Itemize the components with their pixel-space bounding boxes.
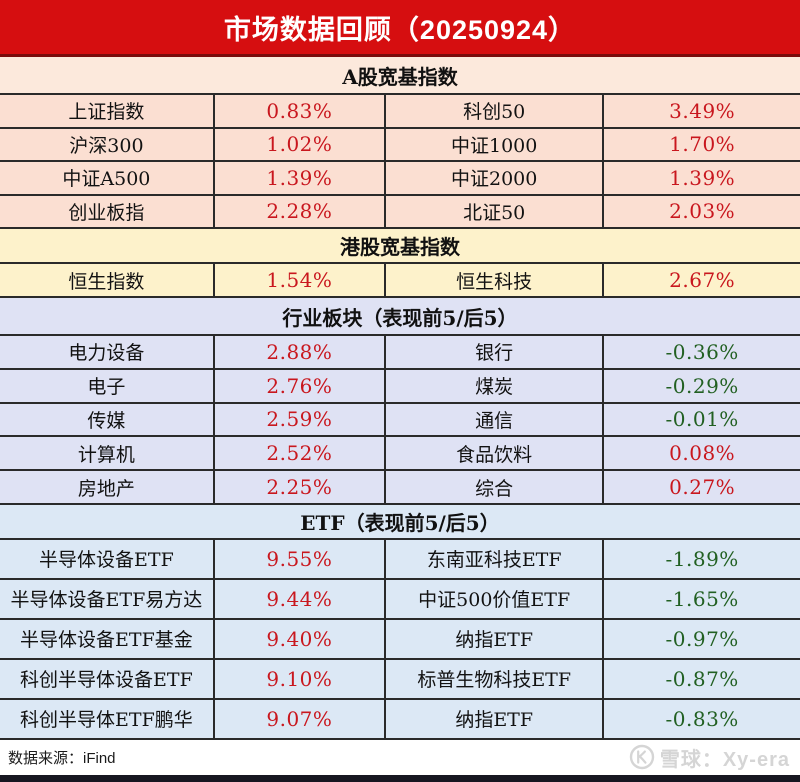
table-row: 半导体设备ETF基金 9.40% 纳指ETF -0.97% (0, 617, 800, 658)
name-cell: 食品饮料 (383, 437, 602, 470)
name-cell: 半导体设备ETF基金 (20, 629, 193, 652)
table-row: 恒生指数 1.54% 恒生科技 2.67% (0, 262, 800, 296)
name-cell: 纳指ETF (383, 699, 602, 738)
section-etf: ETF（表现前5/后5） 半导体设备ETF 9.55% 东南亚科技ETF -1.89% 半… (0, 502, 800, 738)
change-value-cell: 9.55% (212, 539, 384, 578)
table-row: 创业板指 2.28% 北证50 2.03% (0, 193, 800, 227)
change-value-cell: -0.87% (602, 659, 800, 698)
name-cell: 创业板指 (68, 201, 145, 224)
name-cell: 电力设备 (68, 342, 145, 365)
section-hk: 港股宽基指数恒生指数 1.54% 恒生科技 2.67% (0, 227, 800, 296)
change-value-cell: 2.59% (212, 403, 384, 436)
name-cell: 房地产 (77, 477, 135, 500)
table-row: 房地产 2.25% 综合 0.27% (0, 469, 800, 503)
name-cell: 沪深300 (69, 134, 144, 157)
change-value-cell: -0.29% (602, 369, 800, 402)
change-value-cell: 1.02% (212, 128, 384, 160)
table-row: 电子 2.76% 煤炭 -0.29% (0, 367, 800, 402)
name-cell: 上证指数 (68, 101, 145, 124)
name-cell: 中证A500 (62, 168, 151, 191)
name-cell: 电子 (87, 376, 126, 399)
section-header-etf: ETF（表现前5/后5） (0, 502, 800, 538)
table-row: 沪深300 1.02% 中证1000 1.70% (0, 126, 800, 160)
name-cell: 恒生科技 (383, 264, 602, 296)
change-value-cell: -0.01% (602, 403, 800, 436)
change-value-cell: 2.25% (212, 471, 384, 503)
change-value-cell: 1.70% (602, 128, 800, 160)
change-value-cell: 9.10% (212, 659, 384, 698)
change-value-cell: 9.07% (212, 699, 384, 738)
xueqiu-snowball-icon (629, 745, 655, 770)
table-row: 半导体设备ETF 9.55% 东南亚科技ETF -1.89% (0, 537, 800, 578)
data-source-label: 数据来源：iFind (8, 749, 116, 767)
bottom-bar (0, 774, 800, 782)
name-cell: 中证2000 (383, 162, 602, 194)
change-value-cell: 2.03% (602, 195, 800, 227)
table-row: 电力设备 2.88% 银行 -0.36% (0, 334, 800, 368)
change-value-cell: 2.52% (212, 437, 384, 470)
table-row: 科创半导体设备ETF 9.10% 标普生物科技ETF -0.87% (0, 657, 800, 698)
name-cell: 银行 (383, 336, 602, 368)
name-cell: 综合 (383, 471, 602, 503)
change-value-cell: 0.27% (602, 471, 800, 503)
change-value-cell: -1.65% (602, 579, 800, 618)
change-value-cell: 1.54% (212, 264, 384, 296)
name-cell: 半导体设备ETF (39, 549, 174, 572)
change-value-cell: 0.08% (602, 437, 800, 470)
change-value-cell: 3.49% (602, 95, 800, 127)
change-value-cell: 9.44% (212, 579, 384, 618)
name-cell: 北证50 (383, 195, 602, 227)
name-cell: 东南亚科技ETF (383, 539, 602, 578)
change-value-cell: 2.76% (212, 369, 384, 402)
change-value-cell: 9.40% (212, 619, 384, 658)
table-row: 上证指数 0.83% 科创50 3.49% (0, 93, 800, 127)
name-cell: 煤炭 (383, 369, 602, 402)
change-value-cell: 1.39% (602, 162, 800, 194)
name-cell: 恒生指数 (68, 270, 145, 293)
name-cell: 计算机 (77, 443, 135, 466)
change-value-cell: 1.39% (212, 162, 384, 194)
table-row: 传媒 2.59% 通信 -0.01% (0, 401, 800, 436)
name-cell: 标普生物科技ETF (383, 659, 602, 698)
report-title-bar: 市场数据回顾（20250924） (0, 0, 800, 57)
table-row: 计算机 2.52% 食品饮料 0.08% (0, 435, 800, 470)
watermark-text: 雪球：Xy-era (659, 748, 790, 771)
name-cell: 科创半导体ETF鹏华 (20, 709, 193, 732)
change-value-cell: -0.97% (602, 619, 800, 658)
change-value-cell: -1.89% (602, 539, 800, 578)
section-industry: 行业板块（表现前5/后5） 电力设备 2.88% 银行 -0.36% 电子 2.76% 煤炭 -… (0, 296, 800, 503)
section-header-industry: 行业板块（表现前5/后5） (0, 296, 800, 334)
report-title: 市场数据回顾（20250924） (223, 14, 577, 45)
watermark: 雪球：Xy-era (629, 743, 790, 772)
name-cell: 传媒 (87, 409, 126, 432)
name-cell: 中证500价值ETF (383, 579, 602, 618)
change-value-cell: 2.67% (602, 264, 800, 296)
table-row: 半导体设备ETF易方达 9.44% 中证500价值ETF -1.65% (0, 577, 800, 618)
section-header-a_share: A股宽基指数 (0, 57, 800, 93)
name-cell: 中证1000 (383, 128, 602, 160)
name-cell: 半导体设备ETF易方达 (10, 589, 203, 612)
change-value-cell: -0.36% (602, 336, 800, 368)
name-cell: 科创50 (383, 95, 602, 127)
table-row: 科创半导体ETF鹏华 9.07% 纳指ETF -0.83% (0, 697, 800, 738)
name-cell: 纳指ETF (383, 619, 602, 658)
change-value-cell: -0.83% (602, 699, 800, 738)
table-body: A股宽基指数上证指数 0.83% 科创50 3.49% 沪深300 1.02% 中证1000… (0, 57, 800, 738)
name-cell: 通信 (383, 403, 602, 436)
change-value-cell: 2.28% (212, 195, 384, 227)
footer: 数据来源：iFind 雪球：Xy-era (0, 737, 800, 775)
change-value-cell: 2.88% (212, 336, 384, 368)
name-cell: 科创半导体设备ETF (20, 669, 193, 692)
section-header-hk: 港股宽基指数 (0, 227, 800, 262)
table-row: 中证A500 1.39% 中证2000 1.39% (0, 160, 800, 194)
change-value-cell: 0.83% (212, 95, 384, 127)
section-a_share: A股宽基指数上证指数 0.83% 科创50 3.49% 沪深300 1.02% 中证1000… (0, 57, 800, 227)
